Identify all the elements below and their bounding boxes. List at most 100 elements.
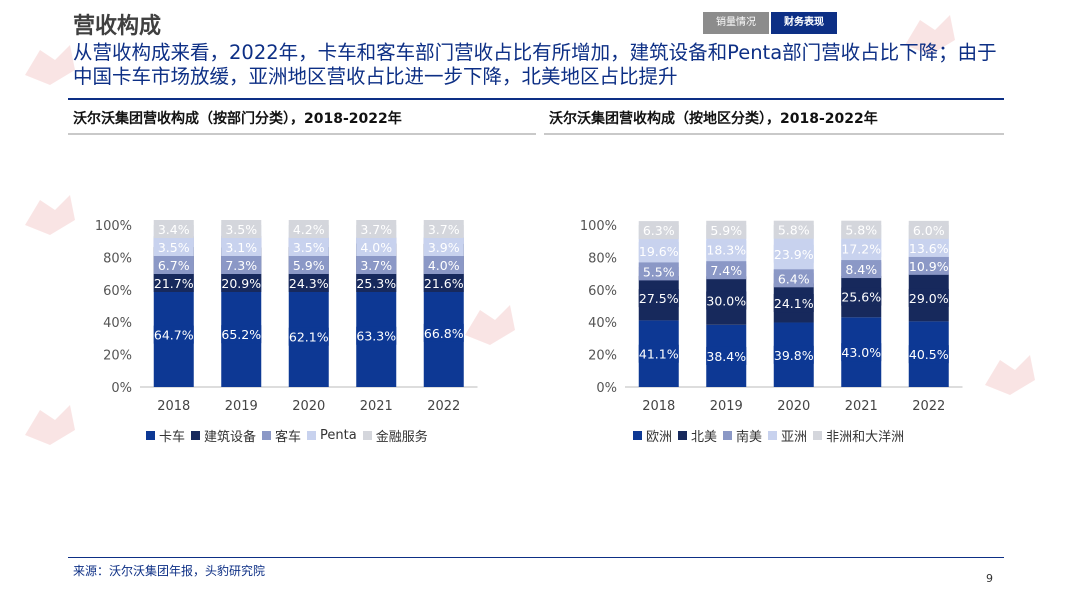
data-label-bg <box>638 344 679 363</box>
legend-item: 客车 <box>262 426 301 445</box>
data-label-bg <box>706 240 747 259</box>
page-subtitle: 从营收构成来看，2022年，卡车和客车部门营收占比有所增加，建筑设备和Penta… <box>73 41 997 88</box>
data-label: 7.4% <box>710 263 742 278</box>
data-label: 29.0% <box>909 291 949 306</box>
data-label: 21.7% <box>154 276 194 291</box>
legend-swatch <box>633 431 642 440</box>
data-label: 6.0% <box>913 223 945 238</box>
data-label: 4.2% <box>293 222 325 237</box>
data-label: 63.3% <box>356 329 396 344</box>
data-label: 38.4% <box>706 349 746 364</box>
legend-label: 非洲和大洋洲 <box>826 430 905 445</box>
legend-label: 建筑设备 <box>204 430 257 445</box>
data-label: 62.1% <box>289 330 329 345</box>
x-tick-label: 2020 <box>292 399 325 414</box>
x-tick-label: 2018 <box>642 399 675 414</box>
data-label-bg <box>706 346 747 365</box>
x-tick-label: 2018 <box>157 399 190 414</box>
page-number: 9 <box>986 572 993 585</box>
data-label: 5.8% <box>778 223 810 238</box>
data-label-bg <box>153 220 194 238</box>
y-tick-label: 100% <box>95 219 132 234</box>
data-label-bg <box>706 220 747 239</box>
data-label-bg <box>706 291 747 310</box>
data-label: 3.4% <box>158 222 190 237</box>
data-label: 30.0% <box>706 293 746 308</box>
x-tick-label: 2020 <box>777 399 810 414</box>
tab-sales[interactable]: 销量情况 <box>703 12 769 34</box>
watermark-logo <box>465 305 515 345</box>
legend-label: 亚洲 <box>781 430 808 445</box>
data-label: 65.2% <box>221 327 261 342</box>
legend-label: 南美 <box>736 430 763 445</box>
data-label: 27.5% <box>639 291 679 306</box>
y-tick-label: 0% <box>111 381 132 396</box>
data-label: 7.3% <box>225 258 257 273</box>
data-label-bg <box>153 325 194 344</box>
data-label-bg <box>221 238 262 256</box>
x-tick-label: 2022 <box>912 399 945 414</box>
data-label: 41.1% <box>639 347 679 362</box>
data-label: 3.7% <box>360 222 392 237</box>
legend-item: 卡车 <box>146 426 185 445</box>
legend-label: Penta <box>320 428 357 443</box>
data-label: 3.7% <box>428 222 460 237</box>
source-note: 来源：沃尔沃集团年报，头豹研究院 <box>73 564 266 578</box>
watermark-logo <box>25 405 75 445</box>
chart-divider-dept <box>68 133 536 135</box>
y-tick-label: 80% <box>588 251 617 266</box>
data-label-bg <box>638 262 679 281</box>
legend-label: 金融服务 <box>375 430 428 445</box>
chart-divider-region <box>544 133 1004 135</box>
legend-label: 卡车 <box>159 430 186 445</box>
data-label-bg <box>841 260 882 279</box>
data-label-bg <box>773 294 814 313</box>
data-label-bg <box>423 323 464 342</box>
data-label: 4.0% <box>428 258 460 273</box>
data-label-bg <box>423 274 464 292</box>
y-tick-label: 20% <box>103 349 132 364</box>
data-label-bg <box>221 256 262 274</box>
data-label: 3.1% <box>225 240 257 255</box>
data-label-bg <box>153 256 194 274</box>
data-label: 24.1% <box>774 296 814 311</box>
y-tick-label: 60% <box>588 284 617 299</box>
data-label-bg <box>288 274 329 292</box>
data-label: 5.5% <box>643 264 675 279</box>
data-label: 40.5% <box>909 347 949 362</box>
data-label-bg <box>638 242 679 261</box>
data-label-bg <box>221 220 262 238</box>
data-label-bg <box>423 220 464 238</box>
legend-item: 建筑设备 <box>191 426 256 445</box>
tab-financials[interactable]: 财务表现 <box>771 12 837 34</box>
watermark-logo <box>985 355 1035 395</box>
data-label: 6.4% <box>778 271 810 286</box>
data-label-bg <box>288 238 329 256</box>
data-label: 66.8% <box>424 326 464 341</box>
watermark-logo <box>25 195 75 235</box>
y-tick-label: 80% <box>103 251 132 266</box>
legend-swatch <box>362 431 372 440</box>
data-label-bg <box>356 238 397 256</box>
data-label: 5.8% <box>845 223 877 238</box>
dept-stacked-bar-chart: 0% 20% 40% 60% 80% 100% 64.7% 21.7% 6.7% 3.5% 3.4%… <box>95 219 478 414</box>
data-label: 5.9% <box>710 223 742 238</box>
data-label: 64.7% <box>154 328 194 343</box>
data-label-bg <box>841 239 882 258</box>
data-label: 3.9% <box>428 240 460 255</box>
data-label: 5.9% <box>293 258 325 273</box>
data-label-bg <box>423 256 464 274</box>
y-tick-label: 60% <box>103 284 132 299</box>
data-label: 3.5% <box>158 240 190 255</box>
legend-region: 欧洲 北美 南美 亚洲 非洲和大洋洲 <box>633 426 910 445</box>
data-label-bg <box>908 220 949 239</box>
data-label: 13.6% <box>909 241 949 256</box>
legend-item: Penta <box>307 426 357 445</box>
x-tick-label: 2022 <box>427 399 460 414</box>
legend-swatch <box>723 431 733 440</box>
legend-dept: 卡车 建筑设备 客车 Penta 金融服务 <box>146 426 434 445</box>
watermark-logo <box>25 45 75 85</box>
data-label-bg <box>356 220 397 238</box>
legend-item: 非洲和大洋洲 <box>813 426 904 445</box>
legend-item: 欧洲 <box>633 426 672 445</box>
